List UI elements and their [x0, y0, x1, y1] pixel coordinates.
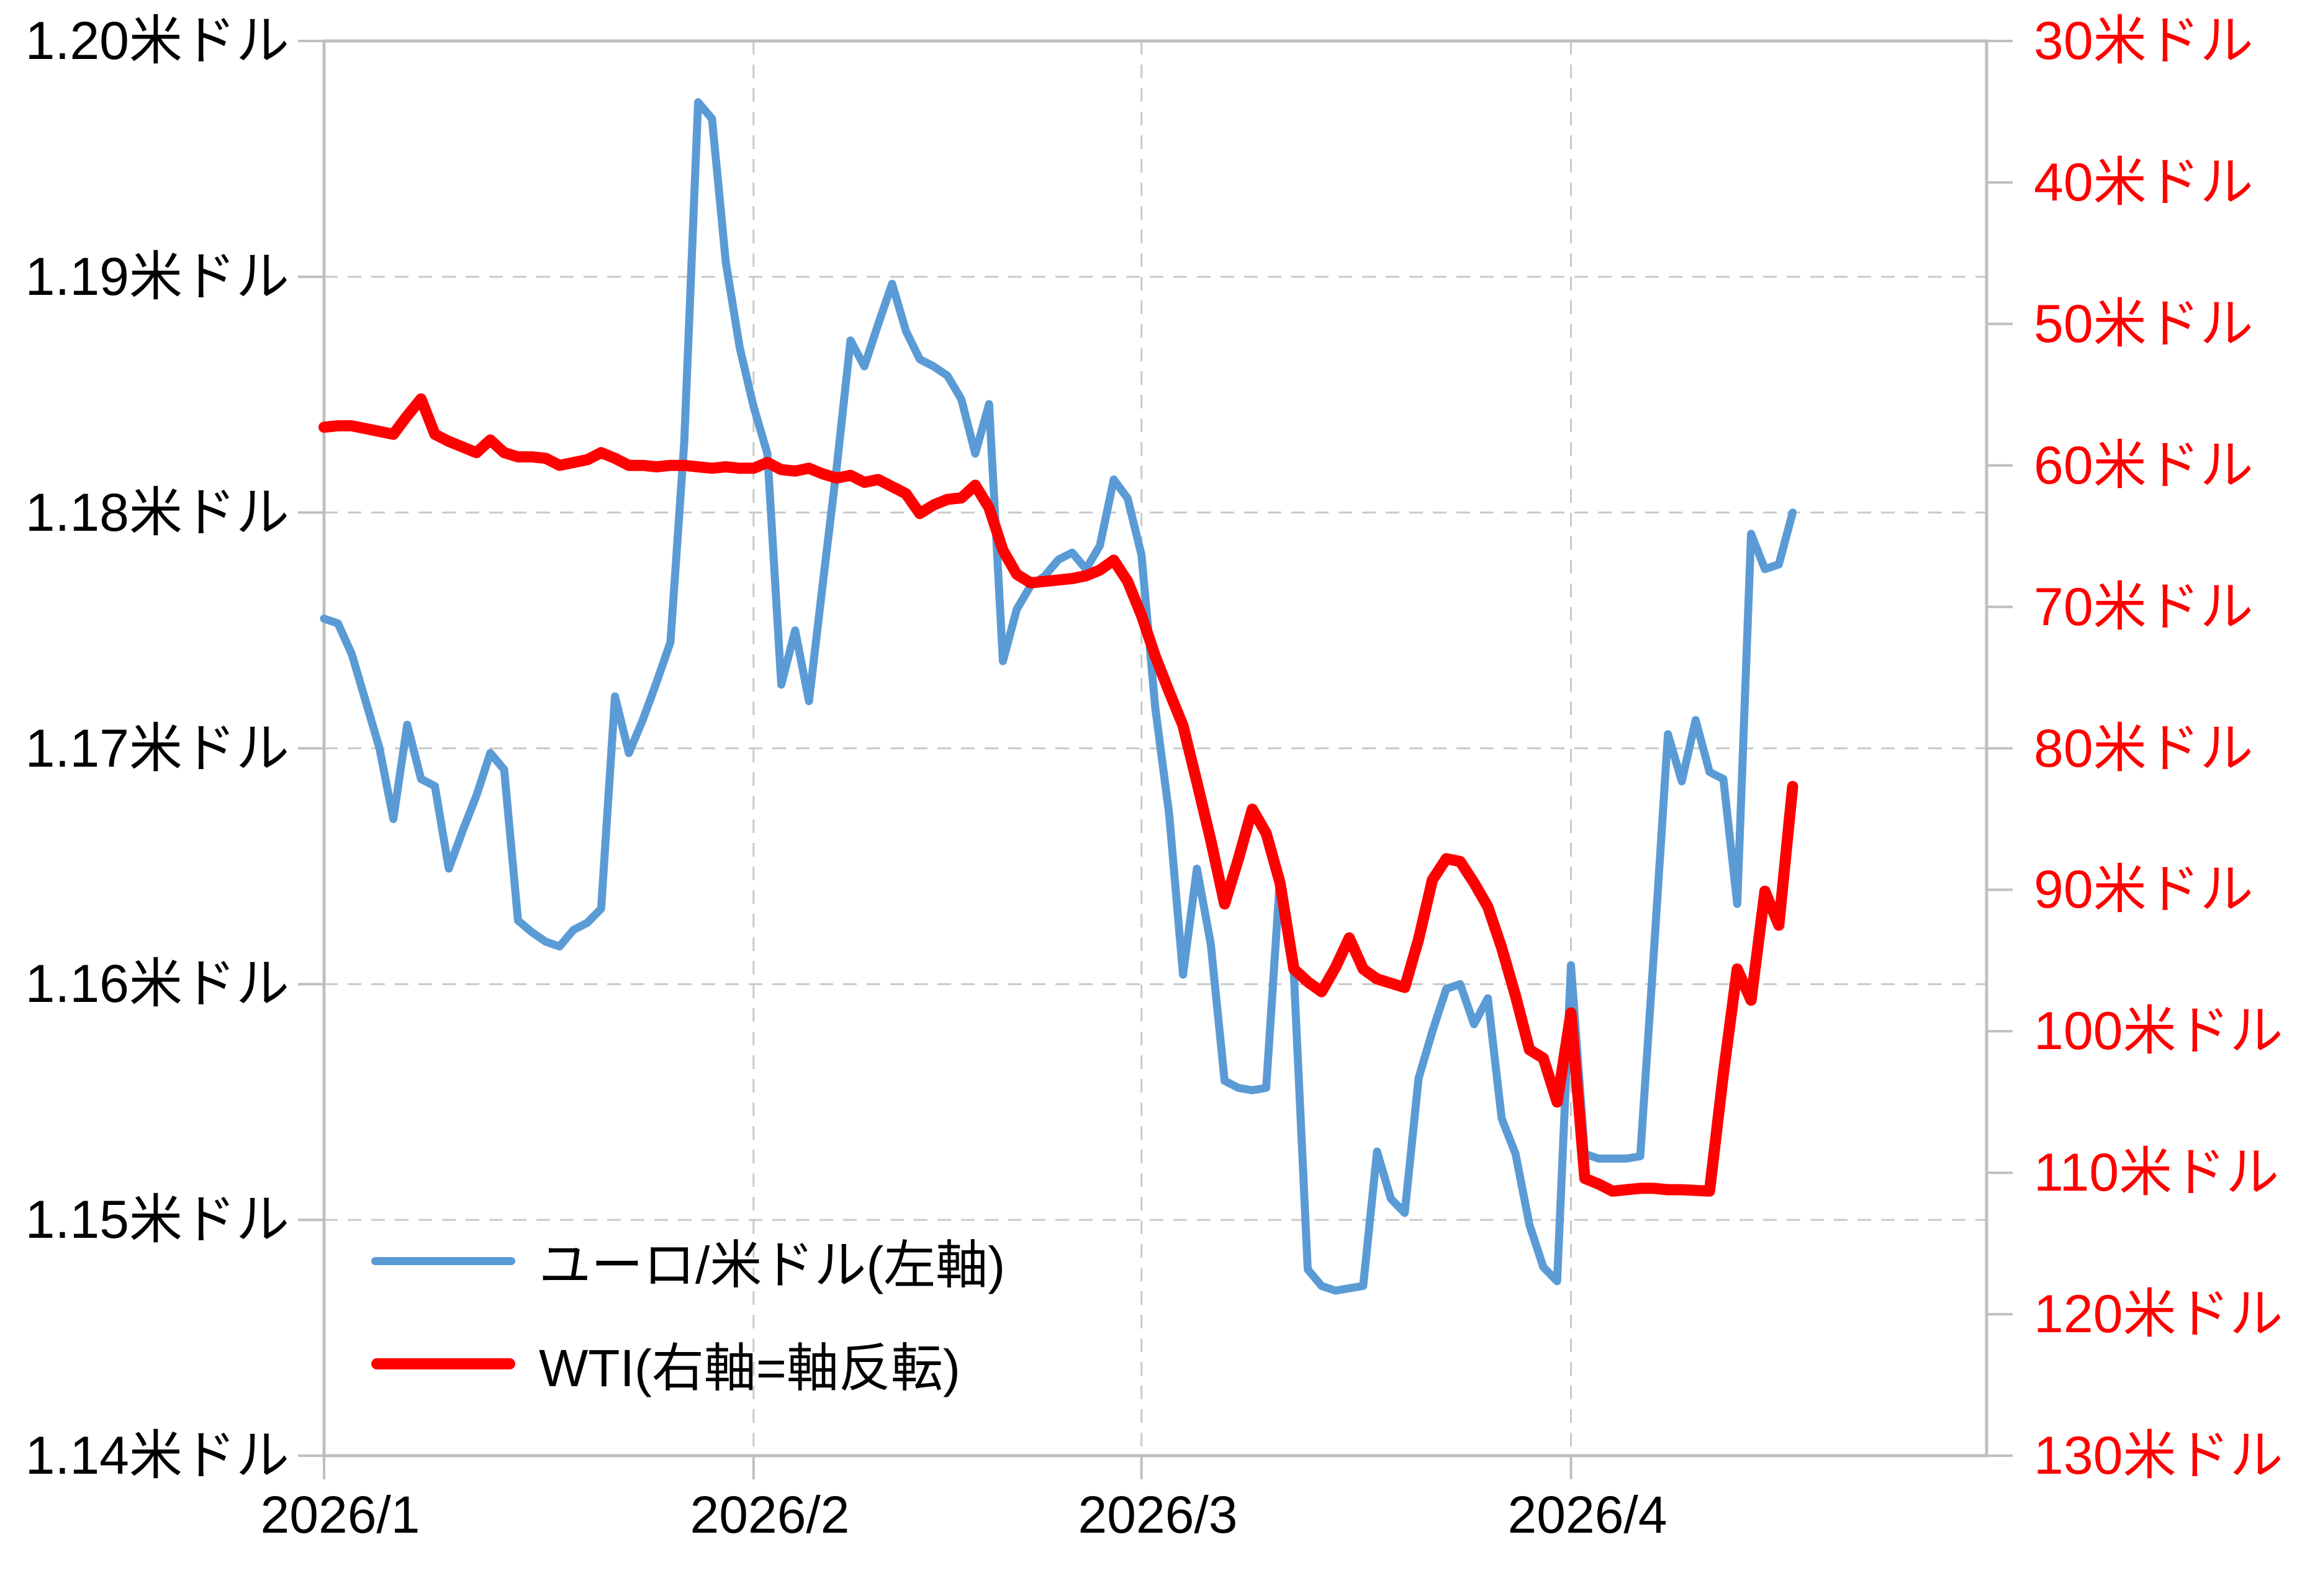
legend-item-euro-usd: ユーロ/米ドル(左軸) [371, 1209, 1005, 1312]
left-axis-label: 1.17米ドル [25, 719, 289, 778]
right-axis-label: 120米ドル [2034, 1284, 2283, 1344]
right-axis-label: 100米ドル [2034, 1001, 2283, 1061]
left-axis-label: 1.15米ドル [25, 1190, 289, 1250]
right-axis-label: 30米ドル [2034, 11, 2254, 71]
left-axis-label: 1.18米ドル [25, 483, 289, 543]
legend-line-sample-euro-usd [371, 1256, 515, 1265]
right-axis-label: 70米ドル [2034, 577, 2254, 637]
legend-item-wti: WTI(右軸=軸反転) [371, 1312, 1005, 1415]
right-axis-label: 50米ドル [2034, 294, 2254, 354]
x-axis-label: 2026/3 [1078, 1486, 1238, 1544]
x-axis-label: 2026/2 [690, 1486, 850, 1544]
left-axis-label: 1.14米ドル [25, 1426, 289, 1486]
left-axis-label: 1.16米ドル [25, 954, 289, 1014]
left-axis-label: 1.20米ドル [25, 11, 289, 71]
legend-line-sample-wti [371, 1358, 515, 1369]
series-line-wti [318, 393, 1798, 1197]
series-line-euro-usd [320, 98, 1797, 1295]
right-axis-label: 130米ドル [2034, 1426, 2283, 1486]
x-axis-label: 2026/1 [260, 1486, 420, 1544]
left-axis-label: 1.19米ドル [25, 247, 289, 307]
x-axis-label: 2026/4 [1507, 1486, 1667, 1544]
right-axis-label: 80米ドル [2034, 719, 2254, 778]
right-axis-label: 60米ドル [2034, 436, 2254, 495]
right-axis-label: 110米ドル [2034, 1143, 2280, 1202]
legend-label-euro-usd: ユーロ/米ドル(左軸) [539, 1235, 1006, 1294]
right-axis-label: 40米ドル [2034, 153, 2254, 212]
legend-label-wti: WTI(右軸=軸反転) [539, 1338, 960, 1397]
legend: ユーロ/米ドル(左軸) WTI(右軸=軸反転) [371, 1209, 1005, 1415]
right-axis-label: 90米ドル [2034, 860, 2254, 919]
